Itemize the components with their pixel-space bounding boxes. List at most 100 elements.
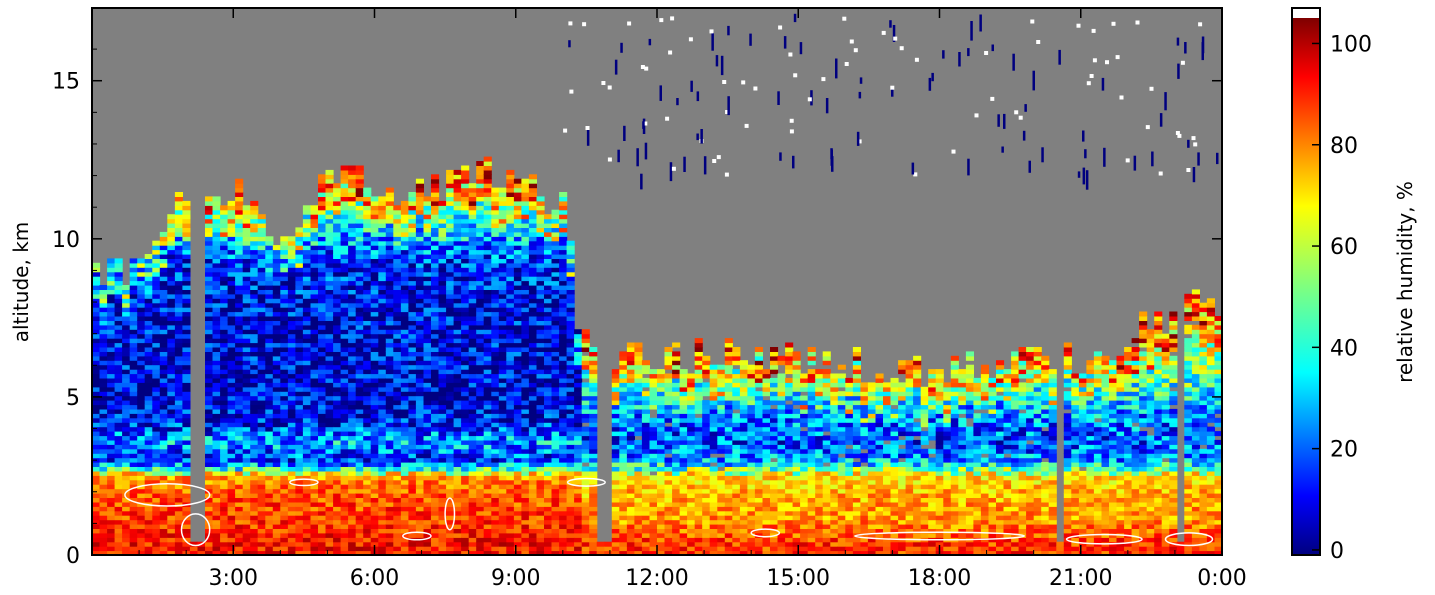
humidity-cell — [385, 338, 394, 344]
humidity-cell — [122, 338, 131, 344]
humidity-cell — [574, 448, 583, 454]
humidity-cell — [483, 320, 492, 326]
humidity-cell — [378, 391, 387, 397]
humidity-cell — [528, 541, 537, 547]
humidity-cell — [453, 528, 462, 534]
humidity-cell — [205, 231, 214, 237]
humidity-cell — [506, 528, 515, 534]
humidity-cell — [129, 528, 138, 534]
humidity-cell — [325, 360, 334, 366]
humidity-cell — [385, 333, 394, 339]
humidity-cell — [174, 249, 183, 255]
humidity-cell — [559, 528, 568, 534]
humidity-cell — [491, 298, 500, 304]
humidity-cell — [212, 298, 221, 304]
humidity-cell — [370, 369, 379, 375]
humidity-cell — [302, 227, 311, 233]
humidity-cell — [521, 497, 530, 503]
humidity-cell — [212, 435, 221, 441]
humidity-cell — [438, 218, 447, 224]
humidity-cell — [566, 316, 575, 321]
humidity-cell — [544, 488, 553, 494]
humidity-cell — [415, 528, 424, 534]
humidity-cell — [272, 364, 281, 370]
humidity-cell — [99, 444, 108, 450]
humidity-cell — [528, 262, 537, 268]
humidity-cell — [272, 382, 281, 388]
humidity-cell — [544, 267, 553, 273]
humidity-cell — [378, 373, 387, 379]
humidity-cell — [385, 395, 394, 401]
humidity-cell — [227, 347, 236, 352]
humidity-cell — [400, 532, 409, 538]
humidity-cell — [408, 439, 417, 445]
humidity-cell — [295, 280, 304, 286]
humidity-cell — [265, 285, 274, 290]
humidity-cell — [544, 413, 553, 419]
humidity-cell — [318, 267, 327, 273]
humidity-cell — [491, 426, 500, 432]
humidity-cell — [272, 457, 281, 463]
humidity-cell — [318, 466, 327, 472]
humidity-cell — [400, 466, 409, 472]
humidity-cell — [99, 546, 108, 552]
humidity-cell — [265, 400, 274, 406]
humidity-cell — [159, 497, 168, 503]
humidity-cell — [99, 537, 108, 543]
humidity-cell — [242, 289, 251, 295]
humidity-cell — [235, 236, 244, 242]
humidity-cell — [566, 453, 575, 459]
humidity-cell — [287, 488, 296, 494]
humidity-cell — [99, 285, 108, 290]
humidity-cell — [325, 209, 334, 215]
humidity-cell — [363, 408, 372, 414]
humidity-cell — [483, 435, 492, 441]
humidity-cell — [378, 386, 387, 392]
humidity-cell — [574, 395, 583, 401]
humidity-cell — [107, 400, 116, 406]
humidity-cell — [468, 400, 477, 406]
humidity-cell — [122, 324, 131, 330]
humidity-cell — [107, 351, 116, 357]
humidity-cell — [446, 479, 455, 485]
humidity-cell — [167, 532, 176, 538]
humidity-cell — [280, 316, 289, 321]
humidity-cell — [574, 364, 583, 370]
humidity-cell — [318, 444, 327, 450]
humidity-cell — [287, 302, 296, 308]
humidity-cell — [574, 426, 583, 432]
humidity-cell — [378, 214, 387, 220]
humidity-cell — [551, 214, 560, 220]
humidity-cell — [114, 515, 123, 521]
humidity-cell — [453, 524, 462, 529]
humidity-cell — [257, 324, 266, 330]
humidity-cell — [227, 218, 236, 224]
humidity-cell — [318, 413, 327, 419]
humidity-cell — [566, 347, 575, 352]
humidity-cell — [295, 524, 304, 529]
humidity-cell — [227, 457, 236, 463]
humidity-cell — [318, 546, 327, 552]
humidity-cell — [129, 320, 138, 326]
humidity-cell — [227, 360, 236, 366]
humidity-cell — [468, 355, 477, 361]
humidity-cell — [378, 200, 387, 206]
humidity-cell — [498, 285, 507, 290]
humidity-cell — [280, 506, 289, 512]
humidity-cell — [566, 391, 575, 397]
humidity-cell — [107, 422, 116, 428]
humidity-cell — [408, 484, 417, 490]
humidity-cell — [250, 431, 259, 437]
humidity-cell — [318, 355, 327, 361]
humidity-cell — [295, 400, 304, 406]
humidity-cell — [333, 324, 342, 330]
humidity-cell — [257, 373, 266, 379]
humidity-cell — [287, 386, 296, 392]
humidity-cell — [415, 546, 424, 552]
humidity-cell — [461, 435, 470, 441]
humidity-cell — [476, 457, 485, 463]
humidity-cell — [174, 316, 183, 321]
humidity-cell — [468, 214, 477, 220]
humidity-cell — [544, 400, 553, 406]
humidity-cell — [393, 404, 402, 410]
